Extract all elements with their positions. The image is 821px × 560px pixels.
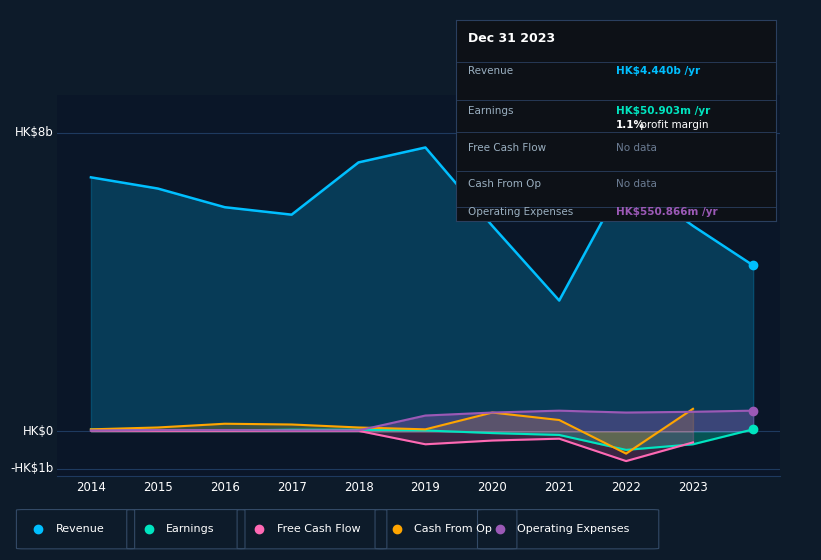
Text: Revenue: Revenue (56, 524, 104, 534)
Text: Free Cash Flow: Free Cash Flow (277, 524, 360, 534)
Text: Cash From Op: Cash From Op (469, 179, 542, 189)
Text: 1.1%: 1.1% (616, 120, 644, 130)
Text: Earnings: Earnings (469, 106, 514, 116)
Text: -HK$1b: -HK$1b (11, 462, 54, 475)
Text: HK$50.903m /yr: HK$50.903m /yr (616, 106, 710, 116)
Text: profit margin: profit margin (636, 120, 708, 130)
Text: Free Cash Flow: Free Cash Flow (469, 143, 547, 152)
Text: No data: No data (616, 179, 657, 189)
Text: HK$8b: HK$8b (15, 126, 54, 139)
Text: Cash From Op: Cash From Op (415, 524, 493, 534)
Text: Dec 31 2023: Dec 31 2023 (469, 32, 556, 45)
Text: HK$550.866m /yr: HK$550.866m /yr (616, 207, 718, 217)
Text: HK$0: HK$0 (23, 424, 54, 438)
Text: Revenue: Revenue (469, 66, 514, 76)
Text: Earnings: Earnings (166, 524, 214, 534)
Text: Operating Expenses: Operating Expenses (517, 524, 629, 534)
Text: No data: No data (616, 143, 657, 152)
Text: HK$4.440b /yr: HK$4.440b /yr (616, 66, 699, 76)
Text: Operating Expenses: Operating Expenses (469, 207, 574, 217)
